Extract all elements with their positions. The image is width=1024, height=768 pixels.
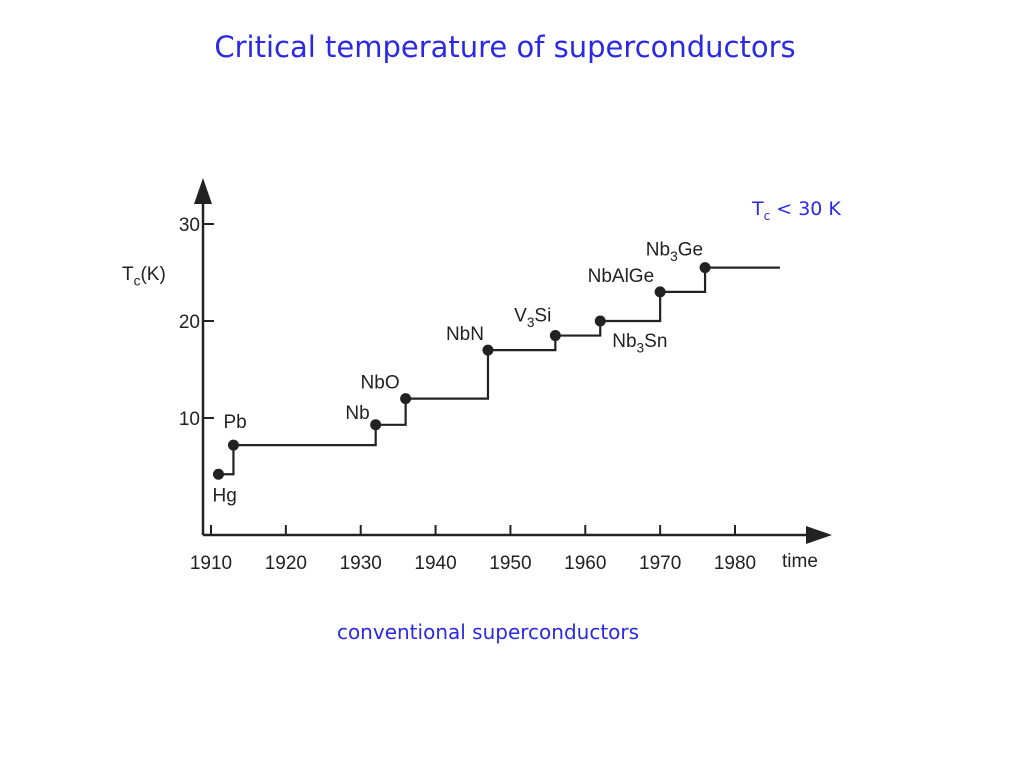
point-label: Pb bbox=[223, 412, 246, 433]
x-tick-label: 1930 bbox=[340, 553, 382, 574]
data-point bbox=[227, 439, 239, 451]
data-point bbox=[400, 393, 412, 405]
x-tick-label: 1950 bbox=[489, 553, 531, 574]
y-axis-arrow bbox=[194, 178, 212, 204]
point-label: V3Si bbox=[514, 306, 551, 330]
data-point bbox=[699, 262, 711, 274]
tc-step-line bbox=[218, 266, 780, 476]
point-label: Nb bbox=[345, 403, 369, 424]
data-point bbox=[549, 330, 561, 342]
x-tick-label: 1960 bbox=[564, 553, 606, 574]
tc-note-symbol: T bbox=[752, 198, 764, 220]
point-label: NbAlGe bbox=[588, 266, 655, 287]
y-tick-label: 10 bbox=[179, 409, 200, 430]
x-tick-label: 1920 bbox=[265, 553, 307, 574]
y-axis-label: Tc(K) bbox=[122, 264, 166, 288]
point-label: Hg bbox=[212, 485, 236, 506]
data-point bbox=[654, 286, 666, 298]
x-tick-label: 1980 bbox=[714, 553, 756, 574]
slide-title: Critical temperature of superconductors bbox=[214, 30, 796, 64]
data-point bbox=[594, 315, 606, 327]
point-label: NbO bbox=[361, 373, 400, 394]
x-axis-arrow bbox=[806, 526, 832, 544]
data-point bbox=[482, 344, 494, 356]
y-tick-label: 20 bbox=[179, 312, 200, 333]
x-tick-label: 1910 bbox=[190, 553, 232, 574]
data-point bbox=[212, 468, 224, 480]
x-axis-label: time bbox=[782, 551, 818, 572]
point-label: NbN bbox=[446, 324, 484, 345]
data-point bbox=[370, 419, 382, 431]
point-label: Nb3Ge bbox=[646, 240, 703, 264]
slide-caption: conventional superconductors bbox=[336, 620, 640, 644]
tc-note-subscript: c bbox=[763, 208, 771, 223]
tc-limit-note: Tc < 30 K bbox=[752, 198, 841, 223]
tc-note-text: < 30 K bbox=[770, 198, 841, 220]
y-tick-label: 30 bbox=[179, 215, 200, 236]
point-label: Nb3Sn bbox=[612, 331, 667, 355]
x-tick-label: 1940 bbox=[414, 553, 456, 574]
x-tick-label: 1970 bbox=[639, 553, 681, 574]
